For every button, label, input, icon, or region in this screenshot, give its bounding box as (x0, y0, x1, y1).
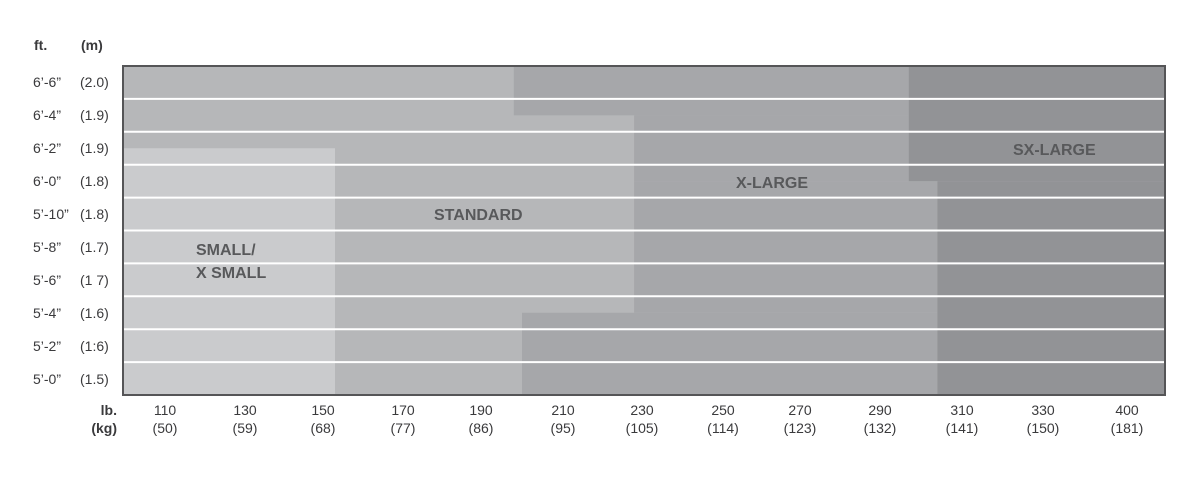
x-unit-lb: lb. (100, 402, 117, 418)
x-tick-kg: (59) (232, 420, 258, 436)
x-tick-lb: 190 (469, 402, 493, 418)
x-tick-kg: (123) (783, 420, 817, 436)
x-tick-lb: 170 (391, 402, 415, 418)
x-tick-kg: (86) (468, 420, 494, 436)
y-tick-ft: 5’-2” (33, 337, 62, 354)
y-tick-ft: 6’-4” (33, 107, 62, 124)
y-tick-m: (1:6) (80, 337, 109, 354)
region-label-standard: STANDARD (434, 207, 523, 224)
x-tick-lb: 150 (311, 402, 335, 418)
x-tick-kg: (105) (625, 420, 659, 436)
x-tick-lb: 250 (711, 402, 735, 418)
y-tick-m: (1.8) (80, 206, 109, 223)
x-tick-lb: 270 (788, 402, 812, 418)
region-sx-large-block (908, 66, 1165, 182)
x-tick-kg: (181) (1110, 420, 1144, 436)
x-tick-lb: 310 (950, 402, 974, 418)
y-tick-m: (2.0) (80, 74, 109, 91)
y-tick-ft: 6’-0” (33, 173, 62, 190)
y-tick-ft: 5’-10” (33, 206, 69, 223)
y-tick-m: (1.9) (80, 140, 109, 157)
region-label-sx-large: SX-LARGE (1013, 142, 1096, 159)
region-label-small-line2: X SMALL (196, 265, 267, 282)
region-x-large-block (634, 115, 909, 182)
x-tick-lb: 400 (1115, 402, 1139, 418)
region-sx-large-block (937, 181, 1165, 395)
x-tick-kg: (150) (1026, 420, 1060, 436)
y-tick-ft: 6’-2” (33, 140, 62, 157)
x-tick-kg: (68) (310, 420, 336, 436)
y-tick-m: (1.8) (80, 173, 109, 190)
x-unit-kg: (kg) (91, 420, 117, 436)
y-tick-m: (1.7) (80, 238, 109, 255)
region-label-small-line1: SMALL/ (196, 242, 256, 259)
y-tick-ft: 5’-6” (33, 271, 62, 288)
x-tick-lb: 210 (551, 402, 575, 418)
region-x-large-block (522, 312, 938, 395)
region-small-x-small-block (123, 148, 335, 395)
x-tick-lb: 290 (868, 402, 892, 418)
x-tick-lb: 330 (1031, 402, 1055, 418)
y-tick-ft: 5’-8” (33, 238, 62, 255)
x-tick-kg: (77) (390, 420, 416, 436)
x-tick-kg: (114) (707, 420, 739, 436)
x-tick-kg: (50) (152, 420, 178, 436)
region-label-small: SMALL/ X SMALL (196, 239, 266, 285)
y-tick-m: (1.6) (80, 304, 109, 321)
y-unit-m: (m) (81, 37, 103, 53)
y-tick-m: (1 7) (80, 271, 109, 288)
x-tick-lb: 130 (233, 402, 257, 418)
y-tick-m: (1.5) (80, 370, 109, 387)
x-tick-lb: 110 (153, 402, 177, 418)
x-tick-lb: 230 (630, 402, 654, 418)
region-x-large-block (513, 66, 909, 116)
y-unit-ft: ft. (34, 37, 48, 53)
x-tick-kg: (95) (550, 420, 576, 436)
plot-border (122, 65, 1166, 396)
y-tick-ft: 5’-4” (33, 304, 62, 321)
x-tick-kg: (141) (945, 420, 979, 436)
y-tick-m: (1.9) (80, 107, 109, 124)
y-tick-ft: 5’-0” (33, 370, 62, 387)
region-x-large-block (634, 181, 938, 313)
region-label-x-large: X-LARGE (736, 175, 808, 192)
y-tick-ft: 6’-6” (33, 74, 62, 91)
x-tick-kg: (132) (863, 420, 897, 436)
